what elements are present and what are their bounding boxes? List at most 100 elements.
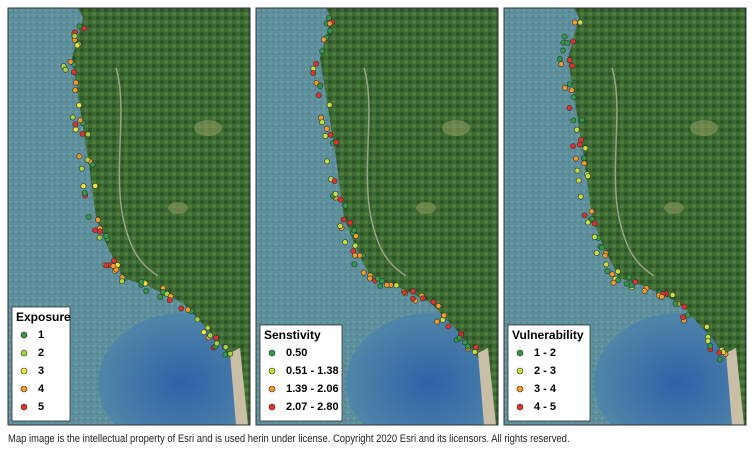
site-point [71,69,77,76]
legend-swatch [516,403,524,411]
site-point [72,87,79,94]
site-point [573,126,580,133]
site-point [92,182,99,189]
site-point [609,271,616,278]
site-point [347,219,353,226]
site-point [315,92,322,99]
site-point [92,227,98,234]
site-point [96,234,103,241]
site-point [628,282,635,289]
site-point [377,283,384,289]
site-point [581,160,588,167]
site-point [340,216,347,223]
site-point [194,316,201,323]
legend-title: Vulnerability [512,328,584,342]
site-point [571,19,578,26]
site-point [435,302,442,309]
site-point [602,252,609,259]
legend-swatch [268,385,276,393]
site-point [333,139,340,146]
site-point [599,244,605,251]
site-point [319,48,326,55]
site-point [81,190,88,196]
maps: Exposure 1 2 3 4 5 Senstivity 0.50 0.51 - 1.38 1… [0,0,754,430]
legend-swatch [268,367,276,375]
site-point [62,66,69,73]
legend-swatch [516,349,524,357]
site-point [566,57,573,64]
site-point [570,143,576,150]
site-point [79,131,86,137]
site-point [72,121,79,128]
site-point [603,261,610,268]
site-point [204,324,211,331]
site-point [326,15,332,21]
legend: Senstivity 0.50 0.51 - 1.38 1.39 - 2.06 2.07… [259,324,343,422]
site-point [119,278,125,285]
site-point [222,351,229,358]
site-point [85,131,91,138]
legend-swatch [268,349,276,357]
site-point [591,234,598,240]
legend-label: 0.51 - 1.38 [286,365,339,377]
site-point [445,323,452,330]
site-point [103,233,110,239]
site-point [326,20,333,27]
site-point [465,343,471,350]
site-point [585,173,591,180]
site-point [95,216,101,223]
legend-label: 2.07 - 2.80 [286,401,339,413]
site-point [569,62,576,69]
legend-label: 4 - 5 [534,401,556,413]
site-point [222,344,229,351]
site-point [632,279,639,285]
site-point [110,263,117,270]
site-point [703,323,710,330]
site-point [353,233,359,240]
site-point [69,114,76,121]
site-point [310,70,317,76]
site-point [393,282,400,289]
site-point [658,293,665,300]
site-point [562,85,568,91]
site-point [566,81,573,88]
site-point [461,339,468,346]
site-point [71,33,78,40]
site-point [685,312,691,319]
site-point [185,306,191,313]
site-point [577,193,584,200]
site-point [471,349,478,355]
site-point [577,19,584,26]
site-point [74,42,81,49]
site-point [323,125,330,132]
site-point [352,252,358,259]
site-point [178,305,185,312]
site-point [72,79,79,86]
site-point [200,329,207,336]
site-point [581,155,587,162]
site-point [566,104,573,111]
legend-label: 1 - 2 [534,347,556,359]
site-point [337,223,344,229]
site-point [213,340,220,347]
site-point [456,335,463,341]
site-point [570,117,577,124]
legend-label: 1.39 - 2.06 [286,383,339,395]
site-point [324,158,330,165]
legend-label: 2 - 3 [534,365,556,377]
site-point [351,261,358,268]
site-point [76,23,83,30]
site-point [157,294,164,300]
site-point [707,343,714,349]
site-point [570,38,576,45]
site-point [76,153,83,160]
legend-box [11,306,71,422]
legend-swatch [20,367,28,375]
site-point [573,155,580,162]
site-point [327,132,334,138]
site-point [84,156,91,163]
legend-label: 3 - 4 [534,383,557,395]
site-point [332,191,339,197]
site-point [143,288,150,294]
